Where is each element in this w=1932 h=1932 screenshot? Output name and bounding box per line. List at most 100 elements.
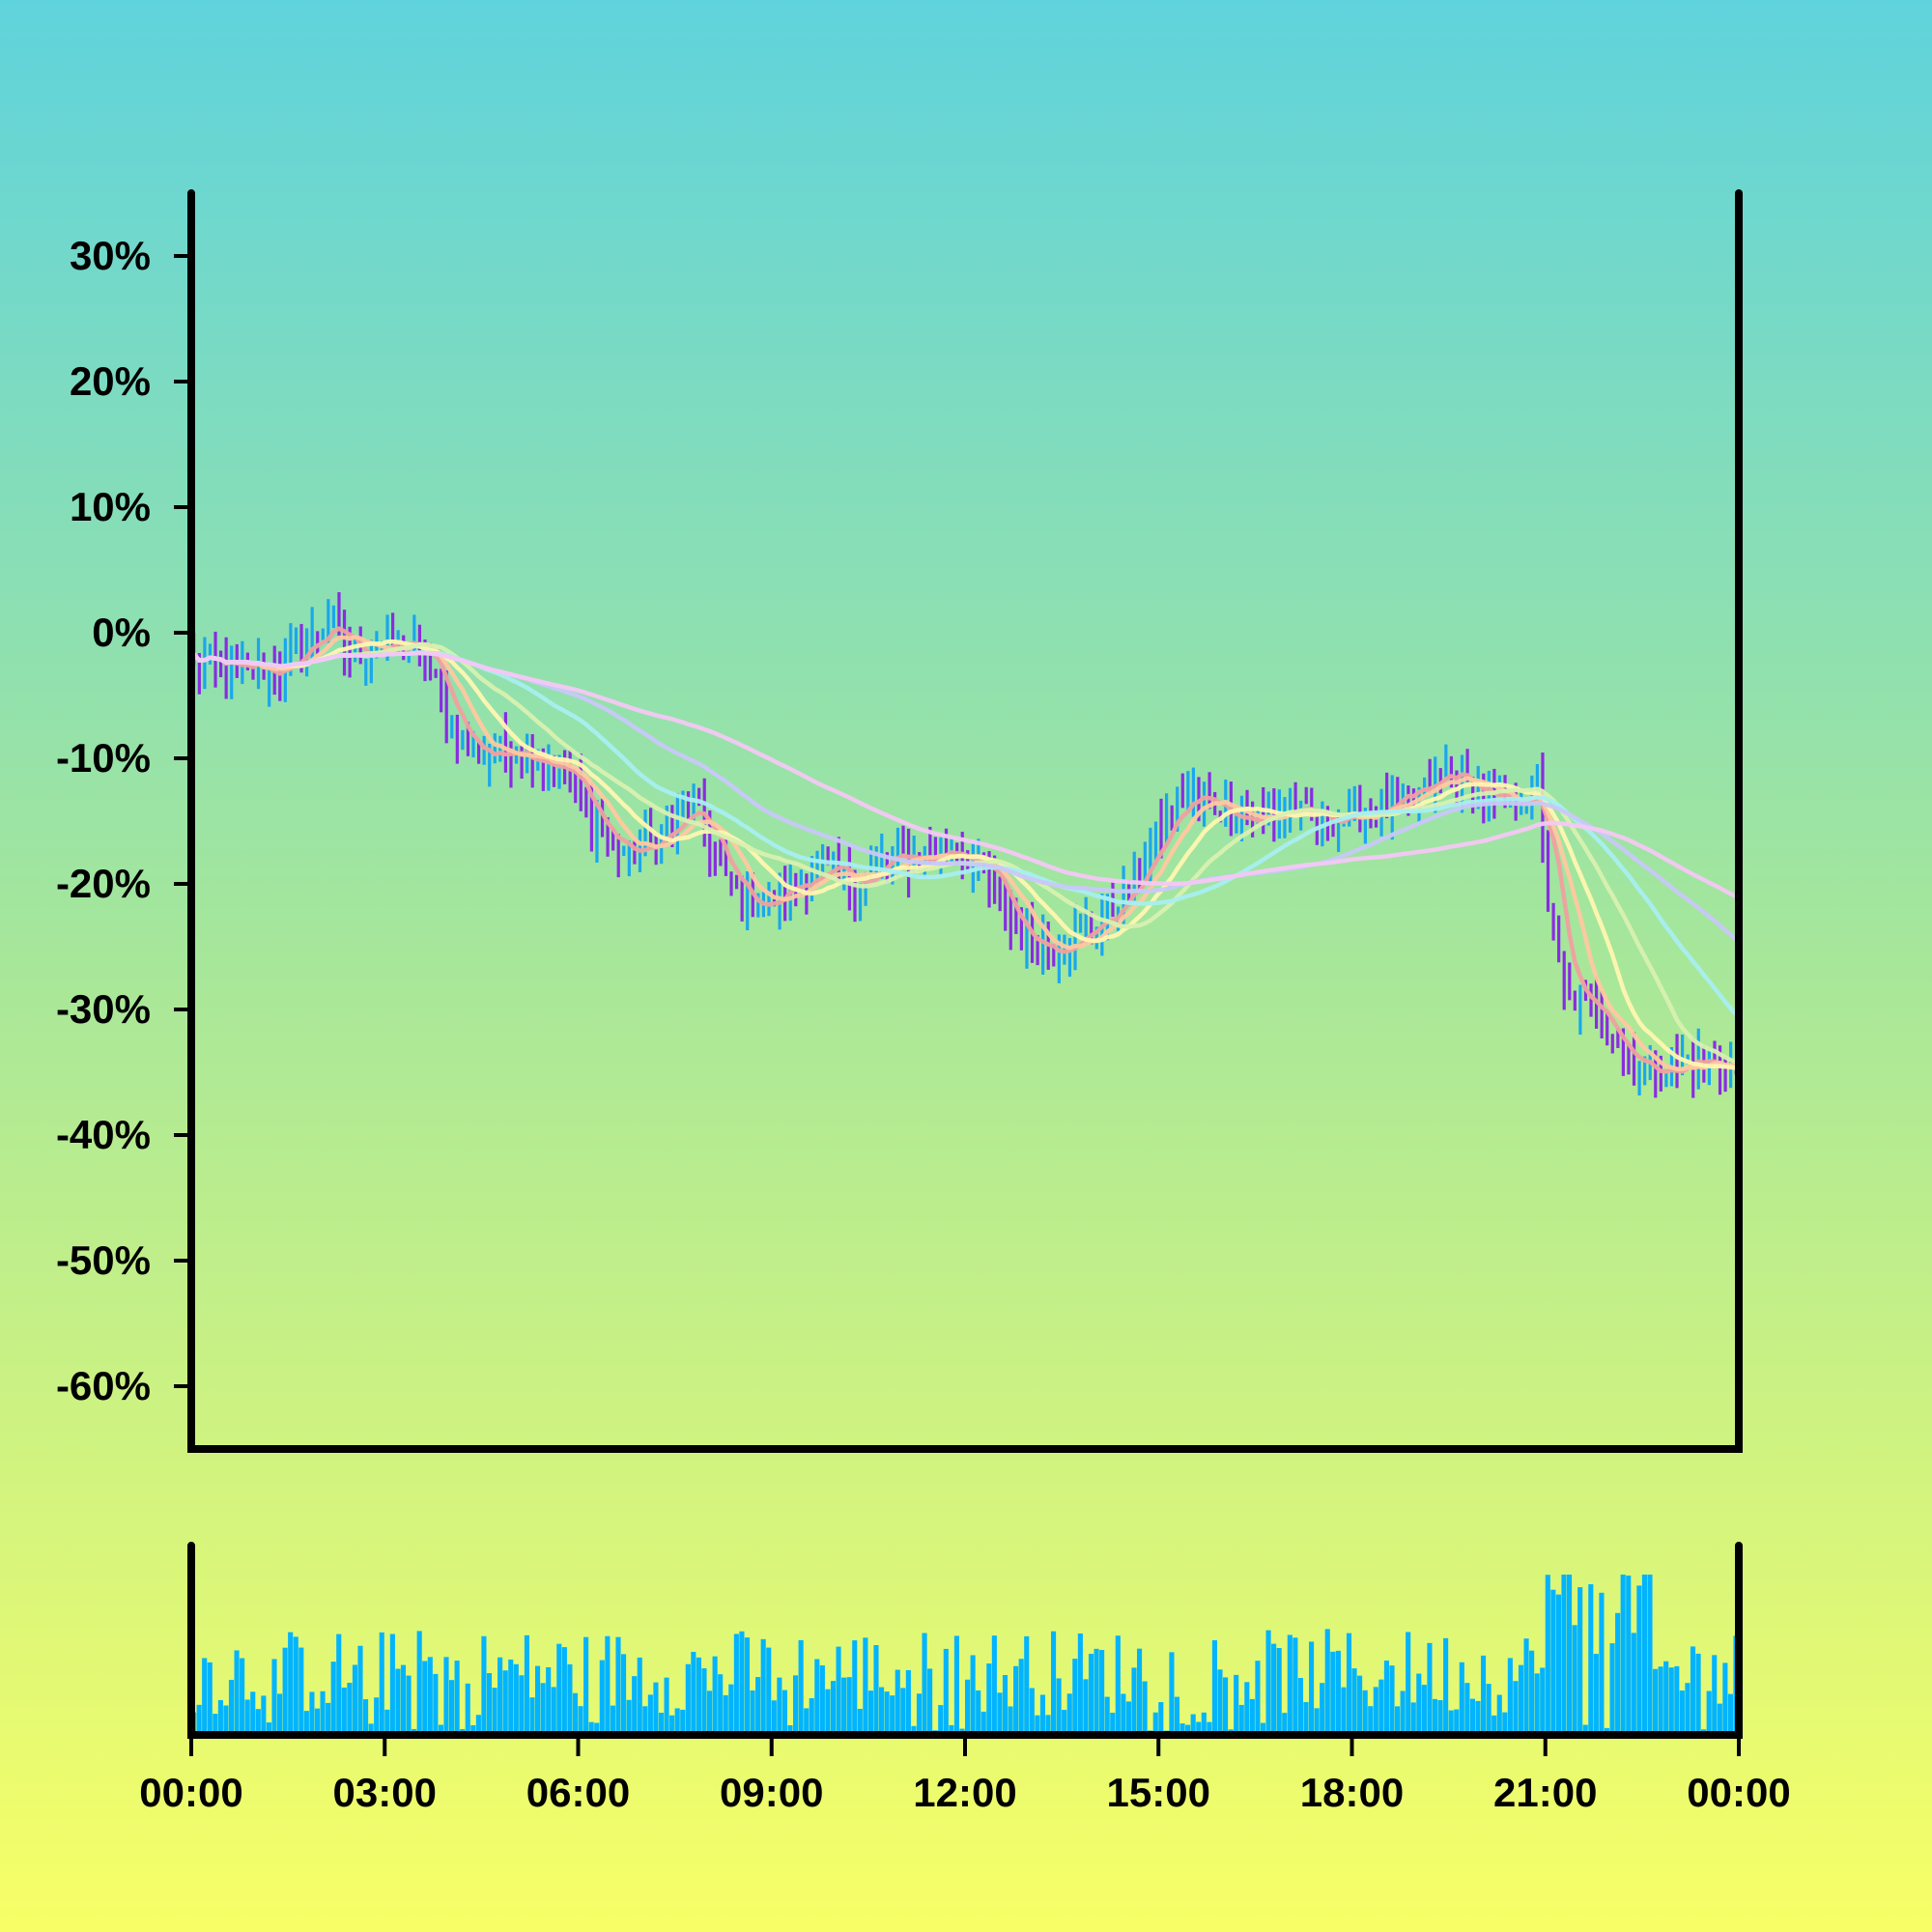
y-tick-label: -50% (56, 1237, 151, 1283)
volume-bar (750, 1690, 755, 1735)
y-tick-label: -20% (56, 861, 151, 906)
volume-bar (384, 1709, 390, 1735)
volume-bar (781, 1690, 787, 1735)
volume-bar (1110, 1713, 1116, 1735)
x-tick-label: 09:00 (720, 1770, 823, 1815)
y-tick-label: -40% (56, 1112, 151, 1157)
volume-bar (927, 1668, 933, 1735)
volume-bar (867, 1690, 873, 1735)
x-tick-label: 03:00 (333, 1770, 437, 1815)
volume-bar (567, 1663, 573, 1735)
volume-bar (809, 1698, 814, 1735)
volume-bar (1244, 1682, 1250, 1735)
volume-bar (1534, 1673, 1540, 1735)
volume-bar (406, 1675, 412, 1735)
price-axis-frame (187, 189, 1743, 1453)
volume-bar (234, 1650, 240, 1735)
volume-bar (1695, 1653, 1701, 1735)
y-axis-ticks: 30% 20% 10% 0% -10% -20% -30% -40% -50% -60% (56, 233, 191, 1408)
volume-bar (282, 1647, 288, 1735)
volume-bar (1029, 1688, 1035, 1735)
volume-bar (546, 1666, 552, 1735)
volume-bar (1658, 1666, 1663, 1735)
moving-average-line-3 (192, 639, 1737, 1070)
volume-bar (664, 1677, 669, 1735)
volume-bar (1722, 1662, 1728, 1735)
volume-bar (1593, 1654, 1599, 1735)
volume-bar (389, 1634, 395, 1735)
volume-bar (1674, 1665, 1680, 1735)
volume-bar (1492, 1715, 1497, 1735)
volume-bar (1378, 1679, 1384, 1735)
volume-bar (288, 1632, 294, 1735)
volume-bar (922, 1633, 927, 1735)
volume-panel: 00:00 03:00 06:00 09:00 12:00 15:00 18:00 21:00… (139, 1542, 1791, 1815)
volume-bar (470, 1724, 476, 1735)
volume-bar (696, 1657, 701, 1735)
volume-bar (852, 1640, 858, 1735)
volume-bar (314, 1708, 321, 1735)
volume-bar (1190, 1714, 1196, 1735)
volume-bar (1427, 1642, 1433, 1735)
volume-bar (1072, 1659, 1078, 1735)
y-tick-label: 10% (70, 484, 151, 529)
volume-bar (1330, 1651, 1336, 1735)
volume-bar (1002, 1675, 1009, 1735)
volume-bar (674, 1708, 680, 1735)
volume-bar (863, 1637, 868, 1735)
volume-bar (475, 1715, 481, 1735)
volume-bar (1062, 1710, 1067, 1735)
volume-bar (1529, 1650, 1535, 1735)
x-tick-label: 15:00 (1107, 1770, 1210, 1815)
volume-bar (691, 1652, 696, 1735)
volume-bar (1615, 1612, 1621, 1735)
volume-bar (1631, 1633, 1636, 1735)
volume-bar (556, 1643, 562, 1735)
volume-bar (658, 1712, 665, 1735)
moving-average-lines (192, 626, 1738, 1074)
volume-bar (277, 1693, 283, 1735)
volume-bar (347, 1683, 353, 1735)
moving-average-line-1 (192, 626, 1737, 1074)
volume-bar (1668, 1667, 1674, 1735)
volume-bar (1238, 1704, 1244, 1735)
volume-bar (884, 1691, 890, 1735)
volume-bar (363, 1699, 369, 1735)
volume-bar (728, 1684, 734, 1735)
volume-bar (508, 1659, 514, 1735)
volume-bar (814, 1659, 820, 1735)
volume-bar (1653, 1668, 1659, 1735)
volume-bar (271, 1659, 277, 1735)
volume-bar (529, 1697, 535, 1735)
y-tick-label: 0% (92, 610, 151, 655)
volume-bar (261, 1695, 267, 1735)
volume-bar (422, 1661, 428, 1735)
volume-bar (1712, 1655, 1718, 1735)
volume-bar (755, 1677, 761, 1735)
volume-bar (1383, 1661, 1389, 1735)
volume-bar (970, 1655, 976, 1735)
volume-bar (1152, 1712, 1158, 1735)
volume-bar (680, 1709, 686, 1735)
volume-bar (1582, 1724, 1588, 1735)
volume-bar (454, 1661, 460, 1735)
volume-bar (642, 1706, 648, 1735)
x-tick-label: 21:00 (1493, 1770, 1597, 1815)
volume-bar (1373, 1687, 1378, 1735)
volume-bar (1174, 1696, 1180, 1735)
volume-bar (1437, 1700, 1443, 1735)
volume-bar (303, 1711, 309, 1735)
volume-bar (1406, 1632, 1411, 1735)
volume-bar (1008, 1706, 1013, 1735)
volume-bar (1077, 1633, 1083, 1735)
volume-bar (1314, 1708, 1320, 1735)
volume-bar (1647, 1575, 1653, 1735)
price-axes (187, 189, 1743, 1453)
volume-bar (255, 1709, 261, 1735)
volume-bar (653, 1682, 659, 1735)
volume-bar (1620, 1575, 1626, 1735)
volume-bar (1389, 1665, 1395, 1735)
volume-bar (637, 1657, 642, 1735)
volume-bar (1626, 1576, 1632, 1735)
volume-bar (1099, 1650, 1105, 1735)
